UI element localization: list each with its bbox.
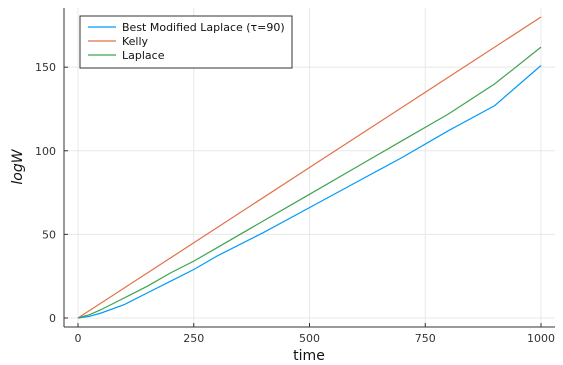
- series-line-laplace: [77, 46, 542, 319]
- legend-label-1: Kelly: [122, 35, 149, 48]
- tick-labels: 0 250 500 750 1000 0 50 100 150: [35, 61, 555, 345]
- y-tick-label: 50: [42, 228, 56, 241]
- x-axis-title: time: [293, 348, 325, 364]
- legend-label-2: Laplace: [122, 49, 165, 62]
- y-axis-title: logW: [10, 148, 26, 184]
- legend-box: [79, 15, 293, 69]
- x-tick-label: 500: [299, 332, 320, 345]
- series-line-best-modified-laplace-90: [77, 65, 542, 319]
- y-tick-label: 100: [35, 145, 56, 158]
- y-tick-label: 0: [49, 312, 56, 325]
- legend-label-0: Best Modified Laplace (τ=90): [122, 21, 285, 34]
- x-tick-label: 0: [75, 332, 82, 345]
- x-tick-label: 1000: [527, 332, 555, 345]
- series-lines: [77, 16, 542, 319]
- series-line-kelly: [77, 16, 542, 319]
- x-tick-label: 750: [415, 332, 436, 345]
- x-tick-label: 250: [183, 332, 204, 345]
- y-tick-label: 150: [35, 61, 56, 74]
